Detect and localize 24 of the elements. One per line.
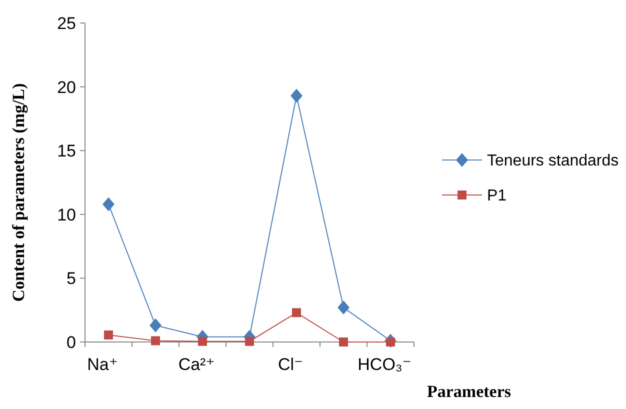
y-axis-title: Content of parameters (mg/L) (9, 83, 28, 302)
x-axis-title: Parameters (426, 382, 512, 401)
x-tick-label: Ca²⁺ (178, 355, 215, 374)
point (245, 336, 254, 346)
y-tick-label: 15 (57, 142, 76, 161)
point (151, 336, 160, 346)
x-tick-label: Cl⁻ (278, 355, 304, 374)
point (102, 197, 114, 212)
legend-label: Teneurs standards (487, 152, 619, 170)
point (198, 336, 207, 346)
y-tick-label: 25 (57, 14, 76, 33)
point (338, 300, 350, 315)
point (104, 330, 113, 340)
x-tick-label: Na⁺ (87, 355, 118, 374)
point (339, 338, 348, 346)
x-tick-label: HCO₃⁻ (358, 355, 412, 374)
point (290, 88, 302, 103)
y-tick-label: 20 (57, 78, 76, 97)
y-tick-label: 0 (66, 332, 76, 352)
y-tick-label: 5 (66, 269, 76, 288)
point (150, 318, 162, 332)
y-tick-label: 10 (57, 205, 76, 224)
point (292, 308, 301, 318)
legend-label: P1 (487, 188, 507, 205)
